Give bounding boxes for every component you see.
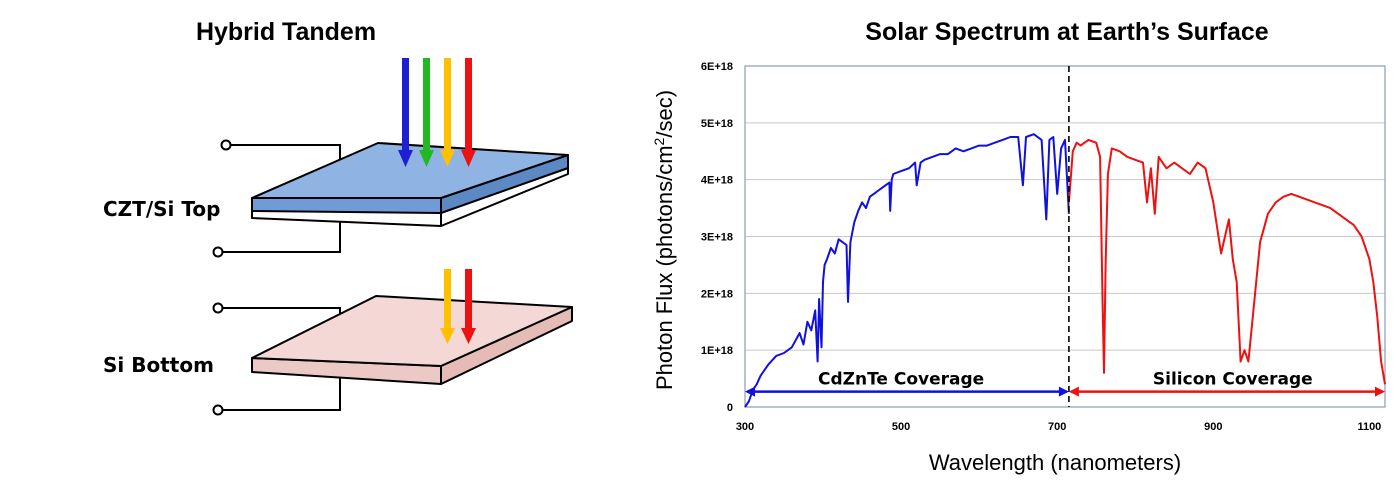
top-cell-surface	[251, 142, 569, 199]
plot-area-frame	[744, 65, 1386, 408]
y-axis-label: Photon Flux (photons/cm2/sec)	[651, 90, 677, 390]
transmitted-light-rays	[440, 269, 476, 344]
incident-light-rays	[398, 58, 476, 167]
bottom-cell-slab	[251, 295, 573, 385]
y-tick-labels: 0 1E+18 2E+18 3E+18 4E+18 5E+18 6E+18	[701, 61, 733, 414]
coverage-arrow-head-left	[1068, 386, 1079, 397]
y-axis-label-superscript: 2	[651, 137, 667, 145]
ray-yellow-transmitted	[440, 269, 455, 344]
series-line-silicon	[1067, 138, 1386, 385]
x-tick-label: 500	[892, 421, 910, 433]
coverage-arrow-head-right	[1058, 386, 1069, 397]
y-tick-label: 4E+18	[701, 175, 733, 187]
x-tick-label: 900	[1204, 421, 1222, 433]
top-terminal-upper	[220, 139, 232, 151]
ray-red-transmitted	[461, 269, 476, 344]
ray-green	[419, 58, 434, 167]
spectrum-chart: Solar Spectrum at Earth’s Surface 0 1E+18…	[651, 18, 1386, 475]
diagram-title: Hybrid Tandem	[196, 18, 376, 46]
x-tick-labels: 300 500 700 900 1100	[736, 421, 1382, 433]
series-line-cdznte	[744, 133, 1070, 408]
bottom-terminal-lower	[212, 404, 224, 416]
x-tick-label: 300	[736, 421, 754, 433]
ray-yellow	[440, 58, 455, 167]
ray-blue	[398, 58, 413, 167]
coverage-label: Silicon Coverage	[1153, 370, 1313, 390]
coverage-label: CdZnTe Coverage	[818, 370, 984, 390]
y-tick-label: 2E+18	[701, 288, 733, 300]
gridlines	[745, 122, 1385, 351]
coverage-arrow-head-right	[1375, 386, 1385, 397]
y-tick-label: 0	[727, 402, 733, 414]
ray-red	[461, 58, 476, 167]
top-cell-slab	[251, 142, 569, 227]
cdznte-coverage-arrow: CdZnTe Coverage	[745, 370, 1069, 397]
bottom-cell-surface	[251, 295, 573, 367]
x-tick-label: 700	[1048, 421, 1066, 433]
top-cell-label: CZT/Si Top	[103, 197, 220, 221]
coverage-arrow-head-left	[745, 386, 755, 397]
x-tick-label: 1100	[1357, 421, 1381, 433]
y-axis-label-tail: /sec)	[652, 90, 677, 138]
y-tick-label: 1E+18	[701, 345, 733, 357]
spectrum-series	[744, 133, 1386, 408]
silicon-coverage-arrow: Silicon Coverage	[1068, 370, 1385, 397]
y-tick-label: 6E+18	[701, 61, 733, 73]
coverage-annotations: CdZnTe Coverage Silicon Coverage	[745, 370, 1385, 397]
tandem-diagram: Hybrid Tandem CZT/Si Top	[103, 18, 573, 416]
y-tick-label: 3E+18	[701, 232, 733, 244]
chart-title: Solar Spectrum at Earth’s Surface	[865, 18, 1268, 46]
bottom-terminal-upper	[212, 302, 224, 314]
bottom-cell-label: Si Bottom	[103, 353, 214, 377]
x-axis-label: Wavelength (nanometers)	[929, 450, 1181, 475]
y-tick-label: 5E+18	[701, 118, 733, 130]
y-axis-label-main: Photon Flux (photons/cm	[652, 145, 677, 390]
top-terminal-lower	[212, 246, 224, 258]
